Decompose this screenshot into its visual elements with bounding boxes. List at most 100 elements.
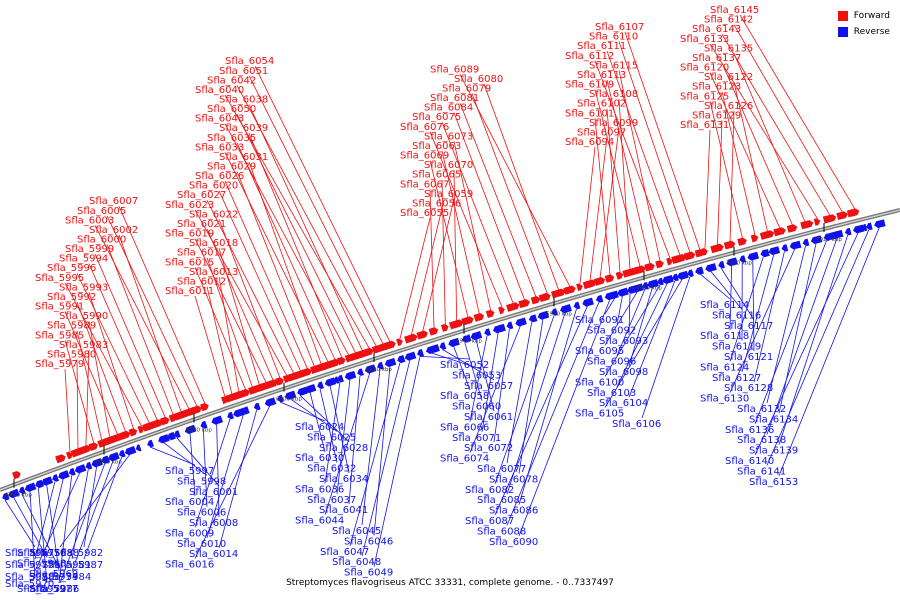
forward-gene-label[interactable]: Sfla_5990 (59, 311, 108, 322)
forward-gene-label[interactable]: Sfla_6101 (565, 108, 614, 119)
reverse-gene-label[interactable]: Sfla_6016 (165, 560, 214, 571)
reverse-gene-label[interactable]: Sfla_6041 (319, 505, 368, 516)
forward-gene-label[interactable]: Sfla_6133 (680, 34, 729, 45)
reverse-gene-label[interactable]: Sfla_6098 (599, 367, 648, 378)
reverse-gene-label[interactable]: Sfla_5975 (5, 560, 54, 571)
forward-gene-label[interactable]: Sfla_6125 (680, 91, 729, 102)
forward-gene-label[interactable]: Sfla_5996 (47, 263, 96, 274)
forward-gene-label[interactable]: Sfla_5994 (59, 254, 108, 265)
forward-gene-label[interactable]: Sfla_6115 (589, 60, 638, 71)
forward-gene-label[interactable]: Sfla_6097 (577, 127, 626, 138)
reverse-gene-label[interactable]: Sfla_5970 (5, 579, 54, 590)
reverse-gene-label[interactable]: Sfla_6006 (177, 508, 226, 519)
reverse-gene-label[interactable]: Sfla_6138 (737, 435, 786, 446)
reverse-gene-label[interactable]: Sfla_6093 (599, 336, 648, 347)
reverse-gene-label[interactable]: Sfla_6037 (307, 495, 356, 506)
forward-gene-label[interactable]: Sfla_5995 (35, 273, 84, 284)
reverse-gene-label[interactable]: Sfla_5987 (54, 560, 103, 571)
reverse-gene-label[interactable]: Sfla_6036 (295, 484, 344, 495)
forward-gene-label[interactable]: Sfla_6059 (424, 189, 473, 200)
reverse-gene-label[interactable]: Sfla_6014 (189, 549, 238, 560)
reverse-gene-label[interactable]: Sfla_5977 (29, 584, 78, 595)
reverse-gene-label[interactable]: Sfla_6128 (724, 383, 773, 394)
reverse-gene-label[interactable]: Sfla_6104 (599, 398, 648, 409)
reverse-gene-label[interactable]: Sfla_6001 (189, 487, 238, 498)
forward-gene-label[interactable]: Sfla_6029 (207, 162, 256, 173)
reverse-gene-label[interactable]: Sfla_6124 (700, 362, 749, 373)
forward-gene-label[interactable]: Sfla_6120 (680, 63, 729, 74)
reverse-gene-label[interactable]: Sfla_6140 (725, 456, 774, 467)
reverse-gene-label[interactable]: Sfla_6049 (344, 568, 393, 579)
forward-gene-label[interactable]: Sfla_5980 (47, 349, 96, 360)
forward-gene-label[interactable]: Sfla_6023 (165, 200, 214, 211)
reverse-gene-label[interactable]: Sfla_6077 (477, 464, 526, 475)
forward-gene-label[interactable]: Sfla_6039 (219, 123, 268, 134)
forward-gene-label[interactable]: Sfla_6013 (189, 267, 238, 278)
reverse-gene-label[interactable]: Sfla_6052 (440, 360, 489, 371)
forward-gene-label[interactable]: Sfla_6063 (412, 141, 461, 152)
forward-gene-label[interactable]: Sfla_6081 (430, 93, 479, 104)
reverse-gene-label[interactable]: Sfla_6010 (177, 539, 226, 550)
reverse-gene-label[interactable]: Sfla_6066 (440, 422, 489, 433)
reverse-gene-label[interactable]: Sfla_6024 (295, 422, 344, 433)
forward-gene-label[interactable]: Sfla_6075 (412, 112, 461, 123)
reverse-gene-label[interactable]: Sfla_5978 (5, 572, 54, 583)
forward-gene-label[interactable]: Sfla_5985 (35, 330, 84, 341)
reverse-gene-label[interactable]: Sfla_6153 (749, 477, 798, 488)
forward-gene-label[interactable]: Sfla_6065 (412, 170, 461, 181)
forward-gene-label[interactable]: Sfla_6027 (177, 190, 226, 201)
reverse-gene-label[interactable]: Sfla_6045 (332, 526, 381, 537)
forward-gene-label[interactable]: Sfla_6035 (207, 133, 256, 144)
reverse-gene-label[interactable]: Sfla_6082 (465, 485, 514, 496)
reverse-gene-label[interactable]: Sfla_6044 (295, 516, 344, 527)
forward-gene-label[interactable]: Sfla_6131 (680, 120, 729, 131)
reverse-gene-label[interactable]: Sfla_5967 (5, 548, 54, 559)
reverse-gene-label[interactable]: Sfla_6130 (700, 394, 749, 405)
forward-gene-label[interactable]: Sfla_6002 (89, 225, 138, 236)
forward-gene-label[interactable]: Sfla_5989 (47, 321, 96, 332)
forward-gene-label[interactable]: Sfla_6123 (692, 82, 741, 93)
forward-gene-label[interactable]: Sfla_6112 (565, 51, 614, 62)
reverse-gene-label[interactable]: Sfla_6095 (575, 346, 624, 357)
reverse-gene-label[interactable]: Sfla_6086 (489, 506, 538, 517)
forward-gene-label[interactable]: Sfla_6020 (189, 181, 238, 192)
reverse-gene-label[interactable]: Sfla_5984 (42, 572, 91, 583)
forward-gene-label[interactable]: Sfla_6076 (400, 122, 449, 133)
reverse-gene-label[interactable]: Sfla_6085 (477, 495, 526, 506)
forward-gene-label[interactable]: Sfla_6011 (165, 286, 214, 297)
reverse-gene-label[interactable]: Sfla_6088 (477, 526, 526, 537)
forward-gene-label[interactable]: Sfla_6080 (454, 74, 503, 85)
reverse-gene-label[interactable]: Sfla_6034 (319, 474, 368, 485)
forward-gene-label[interactable]: Sfla_6012 (177, 276, 226, 287)
forward-gene-label[interactable]: Sfla_6017 (177, 248, 226, 259)
reverse-gene-label[interactable]: Sfla_5982 (54, 548, 103, 559)
forward-gene-label[interactable]: Sfla_6102 (577, 99, 626, 110)
forward-gene-label[interactable]: Sfla_6000 (77, 235, 126, 246)
reverse-gene-label[interactable]: Sfla_6139 (749, 446, 798, 457)
reverse-gene-label[interactable]: Sfla_5969 (29, 569, 78, 580)
forward-gene-label[interactable]: Sfla_6015 (165, 257, 214, 268)
reverse-gene-label[interactable]: Sfla_6030 (295, 453, 344, 464)
forward-gene-label[interactable]: Sfla_6026 (195, 171, 244, 182)
reverse-gene-label[interactable]: Sfla_5974 (29, 572, 78, 583)
reverse-gene-label[interactable]: Sfla_6141 (737, 466, 786, 477)
reverse-gene-label[interactable]: Sfla_6087 (465, 516, 514, 527)
forward-gene-label[interactable]: Sfla_6038 (219, 94, 268, 105)
reverse-gene-label[interactable]: Sfla_6117 (724, 321, 773, 332)
reverse-gene-label[interactable]: Sfla_6092 (587, 325, 636, 336)
forward-gene-label[interactable]: Sfla_6143 (692, 24, 741, 35)
forward-gene-label[interactable]: Sfla_5979 (35, 359, 84, 370)
forward-gene-label[interactable]: Sfla_6069 (400, 151, 449, 162)
reverse-gene-label[interactable]: Sfla_6071 (452, 433, 501, 444)
reverse-gene-label[interactable]: Sfla_5976 (17, 548, 66, 559)
forward-gene-label[interactable]: Sfla_6033 (195, 142, 244, 153)
reverse-gene-label[interactable]: Sfla_6121 (724, 352, 773, 363)
forward-gene-label[interactable]: Sfla_6018 (189, 238, 238, 249)
forward-gene-label[interactable]: Sfla_6122 (704, 72, 753, 83)
forward-gene-label[interactable]: Sfla_6089 (430, 64, 479, 75)
reverse-gene-label[interactable]: Sfla_6119 (712, 342, 761, 353)
forward-gene-label[interactable]: Sfla_6129 (692, 110, 741, 121)
forward-gene-label[interactable]: Sfla_6022 (189, 209, 238, 220)
forward-gene-label[interactable]: Sfla_6055 (400, 208, 449, 219)
reverse-gene-label[interactable]: Sfla_6103 (587, 388, 636, 399)
